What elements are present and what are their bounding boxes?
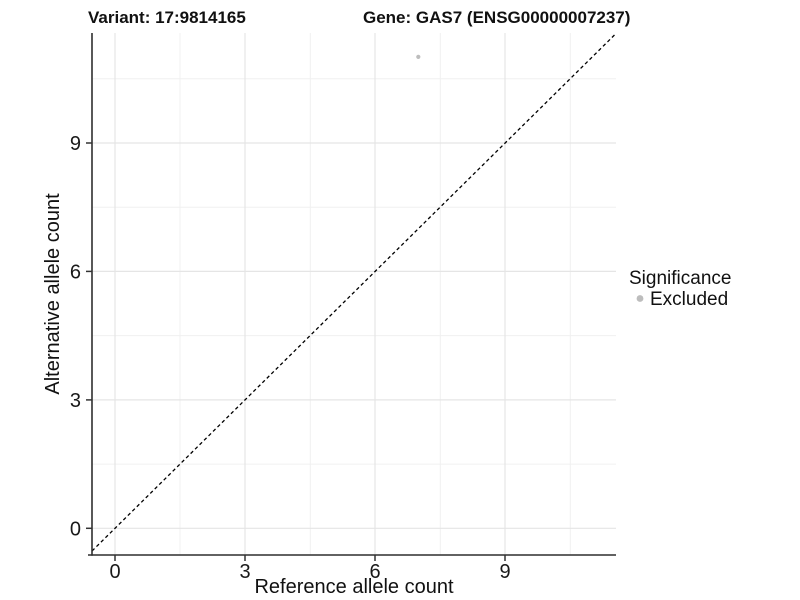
chart-title-variant: Variant: 17:9814165 [88, 8, 246, 27]
x-tick-label-9: 9 [499, 561, 510, 583]
y-tick-label-9: 9 [70, 133, 81, 155]
y-tick-labels: 0 3 6 9 [70, 133, 81, 540]
legend-title: Significance [629, 268, 731, 289]
y-tick-label-3: 3 [70, 390, 81, 412]
x-tick-label-0: 0 [109, 561, 120, 583]
tick-marks [86, 142, 506, 561]
legend: Significance Excluded [629, 268, 731, 310]
axis-lines [88, 33, 616, 556]
data-point [416, 54, 421, 60]
gridlines-major [92, 33, 616, 555]
identity-dashed-line [91, 33, 617, 552]
x-tick-label-6: 6 [369, 561, 380, 583]
data-points-layer [416, 54, 421, 60]
x-axis-title: Reference allele count [254, 576, 453, 598]
y-axis-title: Alternative allele count [42, 193, 64, 395]
legend-entry-label: Excluded [650, 289, 728, 310]
gridlines-minor [92, 33, 616, 555]
chart-title-gene: Gene: GAS7 (ENSG00000007237) [363, 8, 630, 27]
legend-marker-circle-icon [636, 295, 644, 302]
y-tick-label-6: 6 [70, 261, 81, 283]
y-tick-label-0: 0 [70, 518, 81, 540]
x-tick-labels: 0 3 6 9 [109, 561, 510, 583]
x-tick-label-3: 3 [239, 561, 250, 583]
